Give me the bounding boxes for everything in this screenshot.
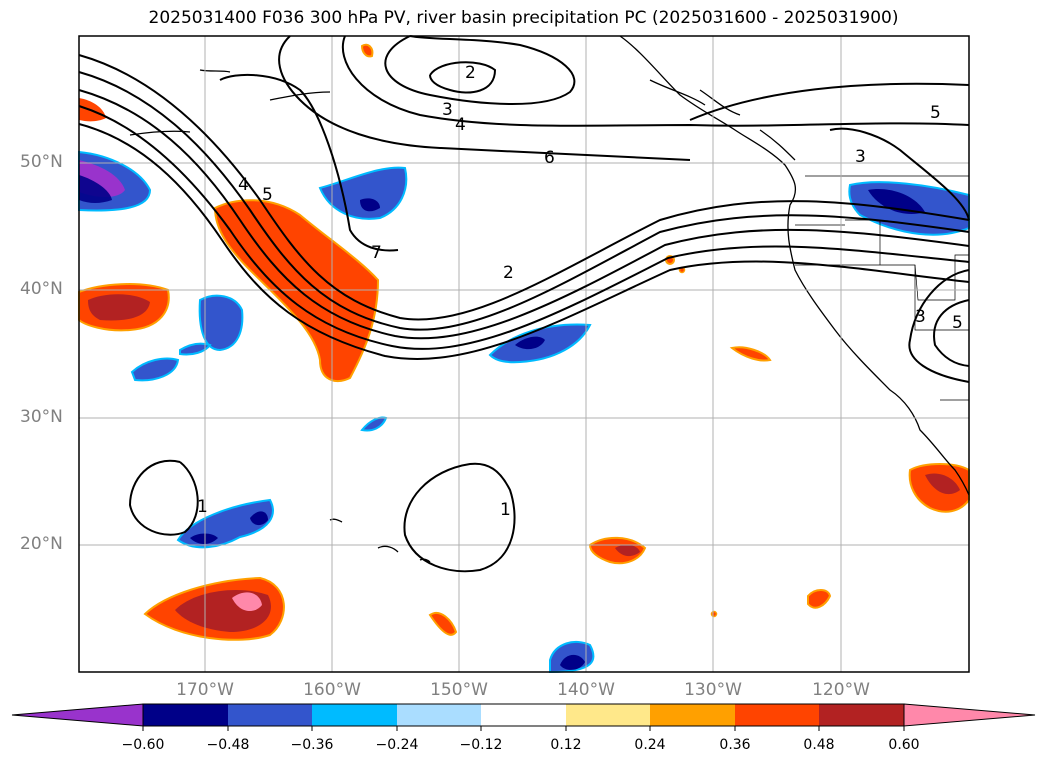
contour-label: 4 xyxy=(455,115,466,135)
contour-label: 3 xyxy=(915,307,926,327)
colorbar-tick-label: 0.48 xyxy=(803,737,835,753)
colorbar-tick-label: −0.24 xyxy=(375,737,419,753)
contour-label: 2 xyxy=(503,263,514,283)
contour-label: 5 xyxy=(952,313,963,333)
lon-label: 140°W xyxy=(557,680,615,700)
colorbar xyxy=(11,703,1036,731)
coastlines xyxy=(129,35,970,563)
lat-label: 30°N xyxy=(20,407,63,427)
contour-label: 5 xyxy=(262,185,273,205)
contour-label: 2 xyxy=(465,63,476,83)
colorbar-tick-label: −0.48 xyxy=(206,737,250,753)
pv-contours xyxy=(78,35,970,573)
colorbar-tick-label: −0.12 xyxy=(459,737,503,753)
lon-label: 130°W xyxy=(684,680,742,700)
lat-label: 40°N xyxy=(20,279,63,299)
pv-contour-labels: 2 3 4 6 5 3 4 5 7 2 3 5 1 1 xyxy=(197,63,963,520)
colorbar-tick-label: −0.60 xyxy=(121,737,165,753)
contour-label: 7 xyxy=(371,243,382,263)
contour-label: 4 xyxy=(238,175,249,195)
precip-negative-shapes xyxy=(78,150,970,674)
colorbar-extend-low xyxy=(11,703,144,727)
colorbar-extend-high xyxy=(903,703,1036,727)
lon-label: 170°W xyxy=(176,680,234,700)
lat-label: 50°N xyxy=(20,152,63,172)
map-title: 2025031400 F036 300 hPa PV, river basin … xyxy=(148,8,899,28)
lat-label: 20°N xyxy=(20,534,63,554)
lon-label: 150°W xyxy=(430,680,488,700)
contour-label: 6 xyxy=(544,148,555,168)
contour-label: 3 xyxy=(855,147,866,167)
plot-area: 2 3 4 6 5 3 4 5 7 2 3 5 1 1 xyxy=(78,35,970,674)
plot-frame xyxy=(78,35,970,673)
lon-label: 160°W xyxy=(303,680,361,700)
colorbar-tick-label: 0.24 xyxy=(634,737,666,753)
contour-label: 1 xyxy=(197,497,208,517)
contour-label: 5 xyxy=(930,103,941,123)
contour-label: 3 xyxy=(442,100,453,120)
contour-label: 1 xyxy=(500,500,511,520)
colorbar-tick-label: 0.60 xyxy=(888,737,920,753)
lon-label: 120°W xyxy=(812,680,870,700)
colorbar-tick-label: 0.12 xyxy=(550,737,582,753)
colorbar-tick-label: −0.36 xyxy=(290,737,334,753)
colorbar-tick-label: 0.36 xyxy=(719,737,751,753)
precip-positive-shapes xyxy=(78,43,970,641)
